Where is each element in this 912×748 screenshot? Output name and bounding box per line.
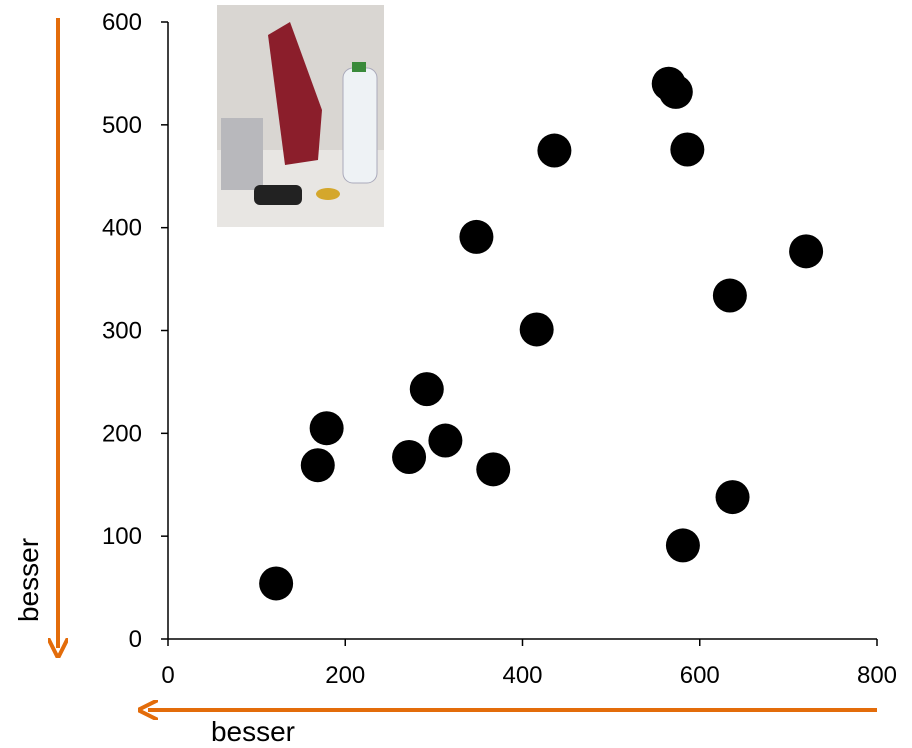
point — [459, 219, 494, 254]
y-tick-label: 300 — [102, 318, 142, 345]
annotation: besser — [211, 716, 295, 747]
point — [309, 411, 344, 446]
point — [712, 278, 747, 313]
point — [519, 312, 554, 347]
point — [670, 132, 705, 167]
point — [476, 452, 511, 487]
x-tick-label: 0 — [161, 662, 174, 689]
x-tick-label: 800 — [857, 662, 897, 689]
photo — [217, 5, 384, 227]
annotation: besser — [13, 538, 44, 622]
y-tick-label: 200 — [102, 420, 142, 447]
y-tick-label: 500 — [102, 112, 142, 139]
x-tick-label: 200 — [325, 662, 365, 689]
y-tick-label: 600 — [102, 9, 142, 36]
point — [789, 234, 824, 269]
y-tick-label: 400 — [102, 215, 142, 242]
point — [665, 528, 700, 563]
point — [537, 133, 572, 168]
y-tick-label: 100 — [102, 523, 142, 550]
point — [715, 480, 750, 515]
x-tick-label: 600 — [680, 662, 720, 689]
point — [409, 372, 444, 407]
point — [428, 423, 463, 458]
y-tick-label: 0 — [129, 626, 142, 653]
point — [300, 448, 335, 483]
point — [259, 566, 294, 601]
point — [658, 74, 693, 109]
x-tick-label: 400 — [502, 662, 542, 689]
point — [392, 439, 427, 474]
